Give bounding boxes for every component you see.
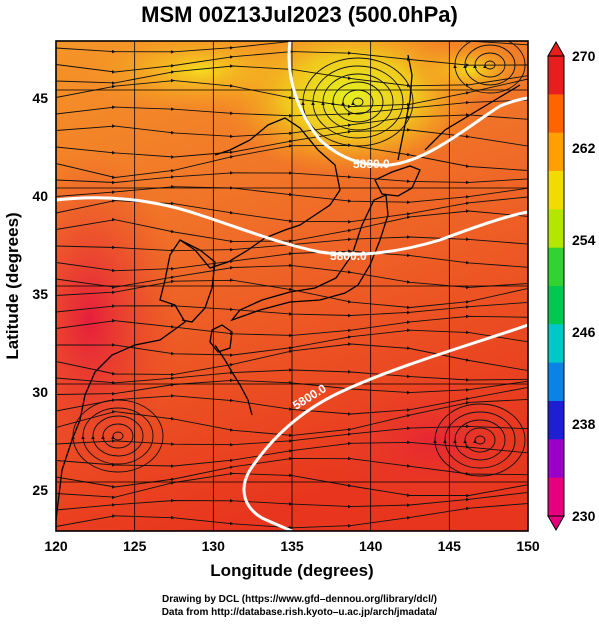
y-tick-45: 45 xyxy=(32,90,48,106)
x-tick-150: 150 xyxy=(516,538,540,554)
vortex-streamline xyxy=(331,81,384,123)
colorbar-tick-230: 230 xyxy=(572,508,596,524)
colorbar-segment xyxy=(548,94,564,134)
map-title: MSM 00Z13Jul2023 (500.0hPa) xyxy=(141,2,458,27)
colorbar-segment xyxy=(548,56,564,95)
vortex-streamline xyxy=(463,427,496,453)
vortex-streamline xyxy=(321,73,394,131)
vortex-streamline xyxy=(443,411,516,469)
vortex-streamline xyxy=(473,52,506,78)
vortex-streamline xyxy=(433,403,526,477)
colorbar-segments xyxy=(548,56,564,517)
height-contours xyxy=(56,41,528,531)
colorbar-segment xyxy=(548,401,564,440)
y-tick-25: 25 xyxy=(32,482,48,498)
x-tick-145: 145 xyxy=(438,538,462,554)
colorbar-segment xyxy=(548,209,564,249)
colorbar-tick-246: 246 xyxy=(572,324,596,340)
vortex-streamline xyxy=(453,419,506,461)
colorbar-tick-262: 262 xyxy=(572,140,596,156)
colorbar-segment xyxy=(548,132,564,172)
vortex-streamline xyxy=(463,44,516,86)
colorbar-tick-270: 270 xyxy=(572,48,596,64)
vortex-streamline xyxy=(311,65,404,139)
x-tick-125: 125 xyxy=(123,538,147,554)
colorbar: 270 262 254 246 238 230 xyxy=(547,40,596,532)
colorbar-tick-254: 254 xyxy=(572,232,596,248)
y-tick-35: 35 xyxy=(32,286,48,302)
y-axis-title: Latitude (degrees) xyxy=(3,212,22,359)
vortex-streamline xyxy=(473,435,486,445)
colorbar-segment xyxy=(548,477,564,517)
x-tick-130: 130 xyxy=(202,538,226,554)
vortex-streamline xyxy=(341,89,374,115)
contour-label-north: 5880.0 xyxy=(353,157,390,171)
y-tick-40: 40 xyxy=(32,188,48,204)
colorbar-segment xyxy=(548,286,564,325)
colorbar-segment xyxy=(548,362,564,402)
x-axis-title: Longitude (degrees) xyxy=(210,561,373,580)
credits: Drawing by DCL (https://www.gfd–dennou.o… xyxy=(0,593,599,619)
vortex-streamline xyxy=(301,57,414,147)
vortex-streamline xyxy=(111,431,124,441)
plot-frame xyxy=(55,40,529,532)
x-tick-labels: 120 125 130 135 140 145 150 xyxy=(44,538,540,554)
colorbar-segment xyxy=(548,171,564,210)
credit-drawing: Drawing by DCL (https://www.gfd–dennou.o… xyxy=(161,594,437,605)
contour-5800-mid xyxy=(56,196,528,256)
colorbar-segment xyxy=(548,324,564,364)
credit-data: Data from http://database.rish.kyoto–u.a… xyxy=(161,607,438,618)
vortex-streamline xyxy=(71,399,164,473)
colorbar-bottom-arrow xyxy=(547,515,565,532)
contour-5880-south xyxy=(242,323,528,531)
vortex-streamline xyxy=(81,407,154,465)
colorbar-tick-238: 238 xyxy=(572,416,596,432)
y-tick-30: 30 xyxy=(32,384,48,400)
contour-label-mid: 5800.0 xyxy=(330,249,367,263)
vortex-streamline xyxy=(483,60,496,70)
x-tick-120: 120 xyxy=(44,538,68,554)
x-tick-135: 135 xyxy=(280,538,304,554)
colorbar-top-arrow xyxy=(547,40,565,57)
colorbar-segment xyxy=(548,439,564,479)
x-tick-140: 140 xyxy=(359,538,383,554)
colorbar-segment xyxy=(548,247,564,287)
vortex-streamline xyxy=(101,423,134,449)
contour-5880-north xyxy=(287,41,528,167)
y-tick-labels: 25 30 35 40 45 xyxy=(32,90,48,498)
vortex-streamline xyxy=(91,415,144,457)
vortex-streamline xyxy=(351,97,364,107)
